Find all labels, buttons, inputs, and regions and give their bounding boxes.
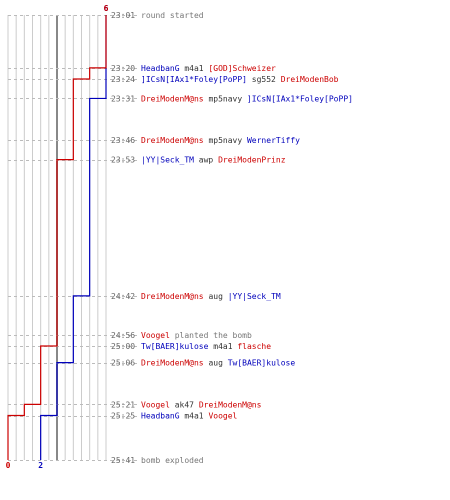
event-text: HeadbanG m4a1 Voogel (141, 412, 238, 421)
red-player-name: [GOD]Schweizer (208, 64, 276, 73)
red-player-name: DreiModenBob (281, 75, 339, 84)
event-time: 23:01 (111, 11, 135, 20)
event-text: round started (141, 11, 204, 20)
event-guide-lines (8, 15, 138, 461)
event-time: 25:00 (111, 342, 135, 351)
event-time: 23:24 (111, 75, 135, 84)
event-time: 25:21 (111, 400, 135, 409)
blue-player-name: WernerTiffy (247, 136, 300, 145)
event-text: ]ICsN[IAx1*Foley[PoPP] sg552 DreiModenBo… (141, 75, 339, 84)
blue-player-name: Tw[BAER]kulose (228, 359, 296, 368)
blue-player-name: |YY|Seck_TM (141, 156, 194, 165)
event-detail: sg552 (247, 75, 281, 84)
blue-player-name: ]ICsN[IAx1*Foley[PoPP] (141, 75, 247, 84)
grid-lines (7, 15, 107, 460)
blue-start-count: 6 (104, 4, 109, 13)
event-text: DreiModenM@ns aug |YY|Seck_TM (141, 292, 281, 301)
red-player-name: DreiModenM@ns (141, 94, 204, 103)
event-text: HeadbanG m4a1 [GOD]Schweizer (141, 64, 276, 73)
red-player-name: DreiModenM@ns (141, 359, 204, 368)
event-log: 23:01 round started 23:20 HeadbanG m4a1 [GO… (111, 11, 353, 465)
event-detail: mp5navy (204, 94, 247, 103)
red-player-name: Voogel (208, 412, 237, 421)
red-player-name: DreiModenM@ns (199, 400, 262, 409)
red-player-name: DreiModenPrinz (218, 156, 286, 165)
red-end-count: 0 (6, 461, 11, 470)
event-text: bomb exploded (141, 456, 204, 465)
event-time: 24:56 (111, 331, 135, 340)
event-text: Tw[BAER]kulose m4a1 flasche (141, 342, 271, 351)
event-detail: bomb exploded (141, 456, 204, 465)
event-detail: planted the bomb (170, 331, 252, 340)
event-detail: mp5navy (204, 136, 247, 145)
team-lines (7, 15, 107, 460)
event-time: 25:06 (111, 359, 135, 368)
red-player-name: DreiModenM@ns (141, 292, 204, 301)
blue-player-name: HeadbanG (141, 64, 180, 73)
red-player-name: flasche (237, 342, 271, 351)
event-text: |YY|Seck_TM awp DreiModenPrinz (141, 156, 286, 165)
blue-team-line (40, 15, 107, 460)
event-time: 25:41 (111, 456, 135, 465)
event-detail: m4a1 (180, 64, 209, 73)
event-time: 23:53 (111, 156, 135, 165)
red-player-name: Voogel (141, 400, 170, 409)
red-player-name: Voogel (141, 331, 170, 340)
event-detail: awp (194, 156, 218, 165)
event-text: DreiModenM@ns mp5navy WernerTiffy (141, 136, 300, 145)
event-text: DreiModenM@ns mp5navy ]ICsN[IAx1*Foley[P… (141, 94, 353, 103)
event-text: Voogel planted the bomb (141, 331, 252, 340)
event-time: 24:42 (111, 292, 135, 301)
red-player-name: DreiModenM@ns (141, 136, 204, 145)
event-detail: m4a1 (180, 412, 209, 421)
event-detail: aug (204, 292, 228, 301)
blue-end-count: 2 (38, 461, 43, 470)
event-detail: m4a1 (208, 342, 237, 351)
blue-player-name: ]ICsN[IAx1*Foley[PoPP] (247, 94, 353, 103)
event-time: 23:46 (111, 136, 135, 145)
red-start-count: 6 (104, 4, 109, 13)
event-detail: ak47 (170, 400, 199, 409)
event-time: 23:20 (111, 64, 135, 73)
event-text: DreiModenM@ns aug Tw[BAER]kulose (141, 359, 295, 368)
event-detail: aug (204, 359, 228, 368)
blue-player-name: Tw[BAER]kulose (141, 342, 209, 351)
event-text: Voogel ak47 DreiModenM@ns (141, 400, 262, 409)
event-time: 25:25 (111, 412, 135, 421)
event-detail: round started (141, 11, 204, 20)
blue-player-name: HeadbanG (141, 412, 180, 421)
blue-player-name: |YY|Seck_TM (228, 292, 281, 301)
event-time: 23:31 (111, 94, 135, 103)
red-team-line (7, 15, 107, 460)
